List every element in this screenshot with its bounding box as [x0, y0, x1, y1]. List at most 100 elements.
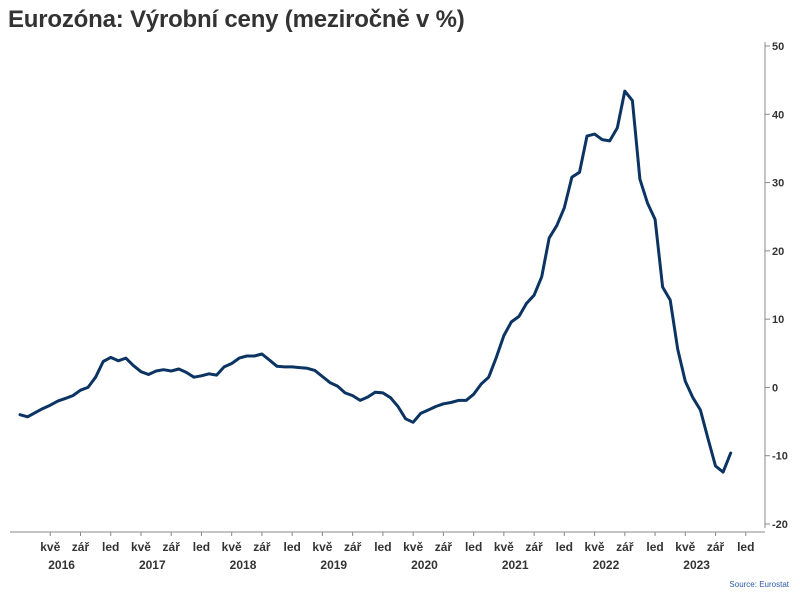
data-point [321, 375, 323, 377]
x-tick-label: led [556, 540, 573, 554]
x-tick-label: led [102, 540, 119, 554]
y-tick-label: 50 [772, 41, 784, 53]
x-tick-label: led [283, 540, 300, 554]
data-point [162, 369, 164, 371]
data-point [336, 385, 338, 387]
data-point [178, 368, 180, 370]
x-tick-label: zář [163, 540, 181, 554]
data-point [624, 90, 626, 92]
data-point [472, 393, 474, 395]
x-tick-label: kvě [312, 540, 332, 554]
data-point [563, 207, 565, 209]
x-tick-label: led [737, 540, 754, 554]
data-point [193, 376, 195, 378]
x-tick-label: kvě [403, 540, 423, 554]
x-tick-label: kvě [222, 540, 242, 554]
data-point [699, 409, 701, 411]
data-point [541, 276, 543, 278]
x-tick-label: led [646, 540, 663, 554]
data-point [87, 386, 89, 388]
data-point [208, 373, 210, 375]
data-point [707, 437, 709, 439]
x-year-label: 2018 [230, 558, 257, 572]
x-tick-label: kvě [675, 540, 695, 554]
x-year-label: 2020 [411, 558, 438, 572]
source-note[interactable]: Source: Eurostat [729, 580, 789, 589]
data-point [601, 138, 603, 140]
x-tick-label: led [193, 540, 210, 554]
data-point [722, 471, 724, 473]
data-point [374, 391, 376, 393]
data-point [510, 321, 512, 323]
x-tick-label: kvě [585, 540, 605, 554]
data-point [49, 404, 51, 406]
data-point [412, 421, 414, 423]
x-tick-label: led [374, 540, 391, 554]
data-point [442, 403, 444, 405]
data-point [495, 356, 497, 358]
data-point [593, 133, 595, 135]
data-point [344, 392, 346, 394]
x-year-label: 2023 [683, 558, 710, 572]
data-point [215, 374, 217, 376]
data-point [253, 355, 255, 357]
data-point [231, 362, 233, 364]
y-tick-label: -10 [772, 451, 788, 463]
data-point [525, 302, 527, 304]
data-point [367, 396, 369, 398]
data-point [684, 380, 686, 382]
data-point [397, 405, 399, 407]
data-point [117, 360, 119, 362]
data-point [223, 366, 225, 368]
data-point [329, 381, 331, 383]
data-point [661, 286, 663, 288]
data-point [631, 99, 633, 101]
y-axis: 50 40 30 20 10 0 -10 -20 [764, 41, 788, 531]
data-point [730, 452, 732, 454]
data-point [170, 370, 172, 372]
data-point [503, 334, 505, 336]
y-tick-label: -20 [772, 519, 788, 531]
data-point [692, 397, 694, 399]
data-point [654, 218, 656, 220]
data-point [435, 405, 437, 407]
data-point [548, 237, 550, 239]
x-year-label: 2021 [502, 558, 529, 572]
x-tick-label: kvě [40, 540, 60, 554]
x-tick-label: led [465, 540, 482, 554]
x-year-label: 2017 [139, 558, 166, 572]
data-point [132, 364, 134, 366]
x-year-label: 2019 [320, 558, 347, 572]
data-point [306, 367, 308, 369]
x-tick-label: zář [707, 540, 725, 554]
y-tick-label: 20 [772, 246, 784, 258]
data-point [533, 294, 535, 296]
data-point [19, 414, 21, 416]
data-point [480, 383, 482, 385]
data-point [64, 397, 66, 399]
data-point [450, 401, 452, 403]
data-point [389, 397, 391, 399]
data-point [420, 412, 422, 414]
x-tick-label: zář [435, 540, 453, 554]
data-point [578, 171, 580, 173]
data-point [586, 135, 588, 137]
chart-title: Eurozóna: Výrobní ceny (meziročně v %) [8, 6, 465, 33]
data-point [404, 418, 406, 420]
x-year-label: 2016 [48, 558, 75, 572]
data-point [714, 465, 716, 467]
data-point [359, 399, 361, 401]
data-point [147, 373, 149, 375]
x-axis: kvě zář led kvě zář led kvě zář led kvě zář led kvě z… [10, 531, 765, 572]
data-point [639, 178, 641, 180]
data-point [57, 400, 59, 402]
data-point [34, 412, 36, 414]
series-line [18, 89, 733, 474]
x-tick-label: zář [525, 540, 543, 554]
x-tick-label: zář [253, 540, 271, 554]
x-tick-label: kvě [494, 540, 514, 554]
y-tick-label: 10 [772, 314, 784, 326]
data-point [677, 348, 679, 350]
data-point [669, 299, 671, 301]
